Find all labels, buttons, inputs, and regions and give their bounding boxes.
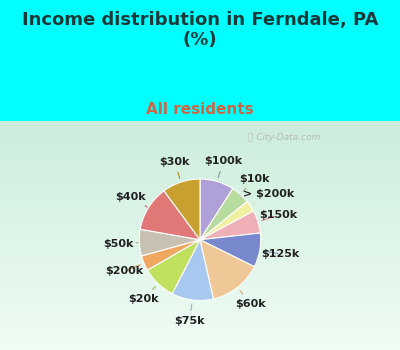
Text: All residents: All residents: [146, 102, 254, 117]
Wedge shape: [142, 240, 200, 270]
Wedge shape: [139, 229, 200, 256]
Text: $10k: $10k: [240, 174, 270, 191]
Text: $40k: $40k: [115, 191, 147, 207]
Text: Income distribution in Ferndale, PA
(%): Income distribution in Ferndale, PA (%): [22, 10, 378, 49]
Text: $100k: $100k: [204, 156, 242, 178]
Wedge shape: [172, 240, 213, 301]
Text: $75k: $75k: [174, 304, 205, 326]
Wedge shape: [200, 189, 247, 240]
Wedge shape: [200, 240, 254, 299]
Text: $150k: $150k: [259, 210, 297, 220]
Text: $60k: $60k: [235, 290, 266, 309]
Text: ⓘ City-Data.com: ⓘ City-Data.com: [248, 133, 320, 142]
Text: $125k: $125k: [262, 249, 300, 259]
Wedge shape: [200, 233, 261, 267]
Text: $20k: $20k: [128, 287, 159, 304]
Text: $50k: $50k: [103, 239, 138, 248]
Wedge shape: [148, 240, 200, 294]
Wedge shape: [200, 179, 233, 240]
Wedge shape: [200, 211, 260, 240]
Wedge shape: [200, 202, 254, 240]
Text: > $200k: > $200k: [243, 189, 294, 204]
Text: $200k: $200k: [105, 265, 144, 277]
Wedge shape: [164, 179, 200, 240]
Text: $30k: $30k: [159, 157, 190, 178]
Wedge shape: [140, 191, 200, 240]
